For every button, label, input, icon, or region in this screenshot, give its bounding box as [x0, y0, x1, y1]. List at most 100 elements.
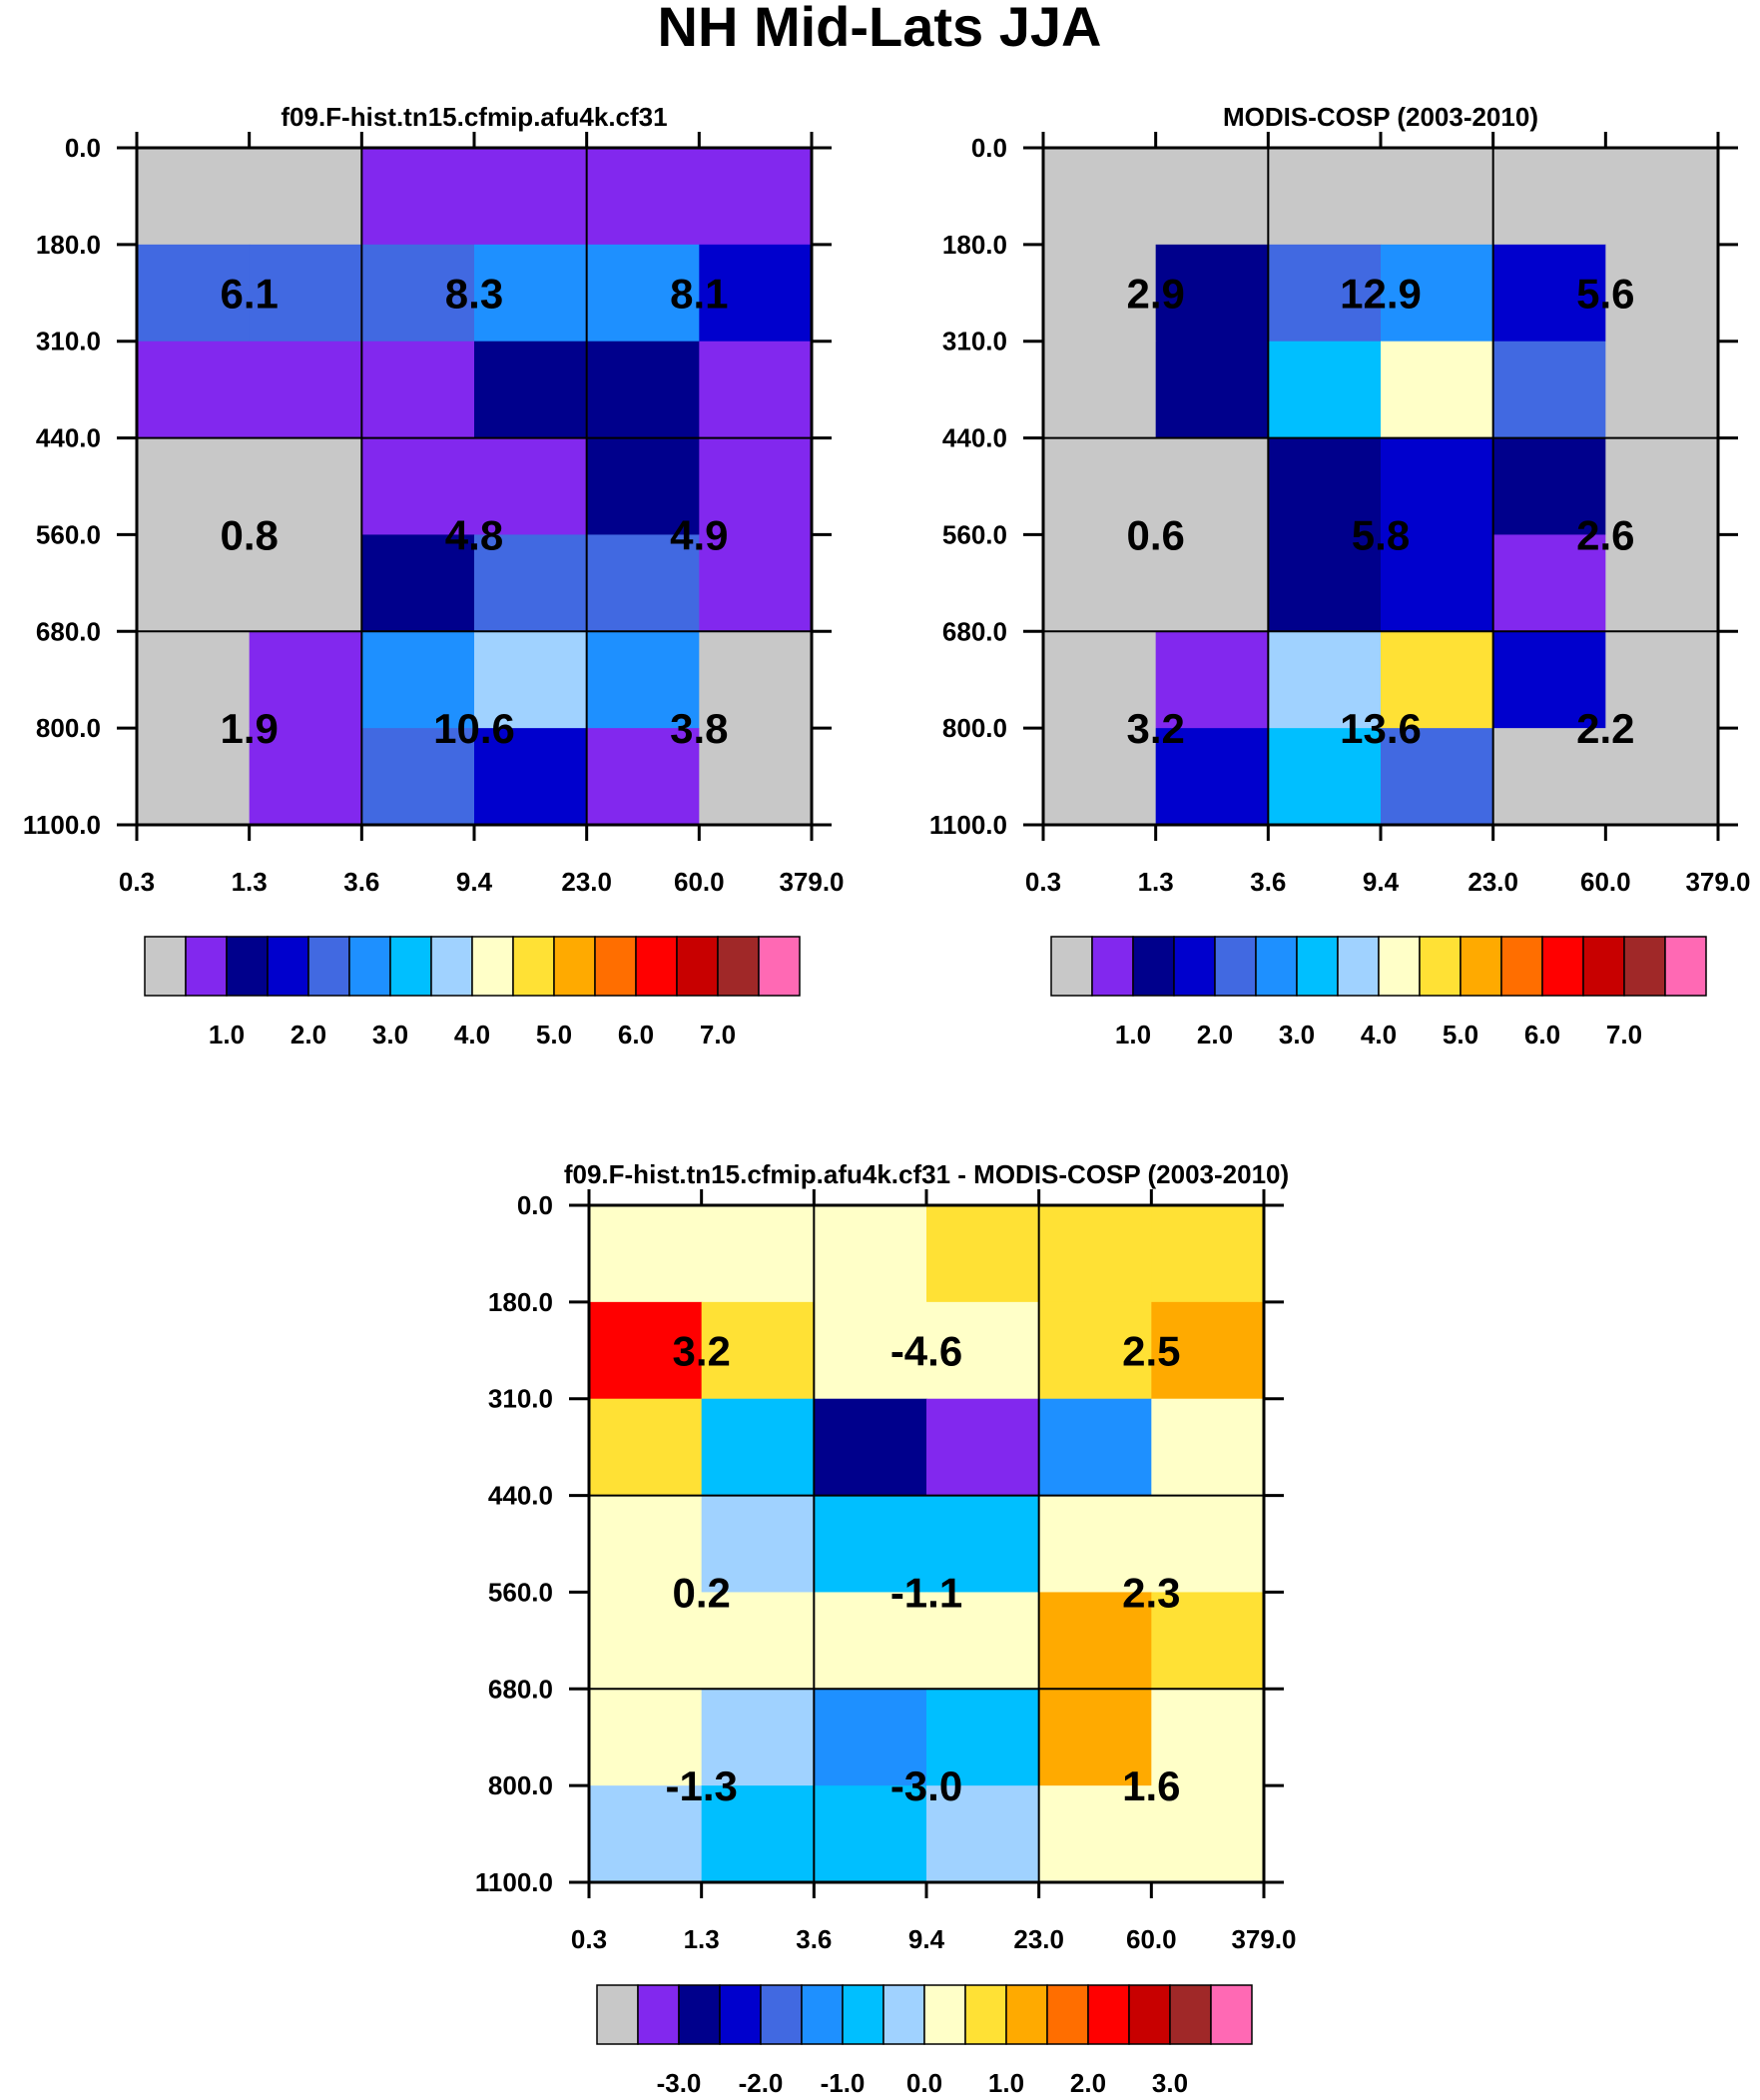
x-tick-label: 379.0 [1685, 867, 1750, 897]
legend-swatch [637, 1984, 680, 2045]
cell-r4-c4 [1038, 1592, 1152, 1690]
cell-r5-c4 [1492, 631, 1606, 729]
block-value-label: 3.2 [1126, 705, 1184, 752]
cell-r0-c5 [1151, 1205, 1265, 1303]
cell-r3-c5 [699, 437, 813, 536]
legend-swatch [267, 936, 309, 997]
legend-swatch [348, 936, 391, 997]
cell-r0-c3 [474, 148, 588, 246]
block-value-label: 5.8 [1352, 511, 1410, 558]
cell-r5-c5 [1151, 1689, 1265, 1786]
block-value-label: 2.3 [1122, 1569, 1180, 1616]
x-tick-label: 1.3 [1138, 867, 1174, 897]
x-tick-label: 379.0 [1231, 1924, 1296, 1954]
legend-tick-label: 6.0 [1524, 1020, 1560, 1050]
cell-r5-c2 [814, 1689, 927, 1786]
legend-swatch [1500, 936, 1543, 997]
cell-r1-c0 [137, 244, 251, 343]
cell-r5-c2 [361, 631, 475, 729]
legend-tick-label: 5.0 [536, 1020, 572, 1050]
panel-title: f09.F-hist.tn15.cfmip.afu4k.cf31 [281, 102, 667, 132]
cell-r2-c5 [1151, 1398, 1265, 1497]
cell-r4-c1 [1155, 534, 1269, 632]
cell-r4-c0 [1043, 534, 1157, 632]
x-tick-label: 3.6 [796, 1924, 832, 1954]
x-tick-label: 23.0 [1467, 867, 1518, 897]
cell-r4-c0 [137, 534, 251, 632]
block-value-label: 8.1 [670, 270, 728, 317]
legend-swatch [430, 936, 473, 997]
block-value-label: 1.6 [1122, 1762, 1180, 1809]
y-tick-label: 1100.0 [475, 1867, 553, 1897]
legend-swatch [760, 1984, 803, 2045]
legend-swatch [1460, 936, 1502, 997]
legend-tick-label: -1.0 [821, 2068, 866, 2098]
cell-r1-c0 [1043, 244, 1157, 343]
cell-r3-c2 [814, 1495, 927, 1594]
cell-r0-c1 [249, 148, 362, 246]
legend-tick-label: 0.0 [906, 2068, 942, 2098]
block-value-label: 4.9 [670, 511, 728, 558]
y-tick-label: 180.0 [942, 230, 1007, 260]
x-tick-label: 9.4 [908, 1924, 945, 1954]
cell-r3-c3 [1381, 437, 1494, 536]
cell-r4-c0 [589, 1592, 703, 1690]
cell-r3-c2 [1268, 437, 1382, 536]
legend-swatch [1132, 936, 1175, 997]
cell-r6-c4 [1492, 728, 1606, 826]
y-tick-label: 1100.0 [23, 810, 101, 840]
cell-r3-c1 [249, 437, 362, 536]
cell-r6-c4 [1038, 1785, 1152, 1883]
cell-r6-c1 [1155, 728, 1269, 826]
legend-swatch [1005, 1984, 1048, 2045]
block-value-label: 10.6 [433, 705, 515, 752]
legend-tick-label: 4.0 [1361, 1020, 1397, 1050]
cell-r5-c5 [1605, 631, 1719, 729]
x-tick-label: 60.0 [674, 867, 725, 897]
block-value-label: 2.5 [1122, 1327, 1180, 1374]
cell-r4-c4 [1492, 534, 1606, 632]
cell-r6-c1 [249, 728, 362, 826]
block-value-label: 4.8 [445, 511, 503, 558]
cell-r5-c3 [926, 1689, 1040, 1786]
legend-tick-label: 1.0 [988, 2068, 1024, 2098]
legend-swatch [185, 936, 228, 997]
panel-title: MODIS-COSP (2003-2010) [1223, 102, 1538, 132]
legend-tick-label: -3.0 [657, 2068, 702, 2098]
y-tick-label: 310.0 [488, 1384, 553, 1414]
cell-r2-c3 [1381, 341, 1494, 439]
x-tick-label: 0.3 [119, 867, 155, 897]
legend-swatch [1128, 1984, 1171, 2045]
legend-tick-label: 1.0 [1115, 1020, 1151, 1050]
cell-r5-c3 [1381, 631, 1494, 729]
cell-r0-c4 [1492, 148, 1606, 246]
legend-swatch [596, 1984, 639, 2045]
cell-r1-c1 [249, 244, 362, 343]
cell-r4-c5 [1151, 1592, 1265, 1690]
cell-r5-c5 [699, 631, 813, 729]
cell-r6-c5 [699, 728, 813, 826]
cell-r0-c0 [589, 1205, 703, 1303]
legend-swatch [1050, 936, 1093, 997]
y-tick-label: 800.0 [36, 713, 101, 743]
y-tick-label: 180.0 [488, 1287, 553, 1317]
legend-swatch [1255, 936, 1298, 997]
cell-r6-c1 [701, 1785, 815, 1883]
y-tick-label: 0.0 [971, 133, 1007, 163]
cell-r4-c3 [926, 1592, 1040, 1690]
legend-swatch [923, 1984, 966, 2045]
cell-r6-c3 [926, 1785, 1040, 1883]
legend-swatch [1091, 936, 1134, 997]
block-value-label: 1.9 [220, 705, 278, 752]
cell-r5-c1 [701, 1689, 815, 1786]
cell-r2-c1 [701, 1398, 815, 1497]
cell-r2-c3 [474, 341, 588, 439]
block-value-label: 0.8 [220, 511, 278, 558]
cell-r2-c4 [1492, 341, 1606, 439]
legend-swatch [1214, 936, 1257, 997]
legend-swatch [1419, 936, 1462, 997]
cell-r1-c5 [1151, 1301, 1265, 1400]
cell-r3-c5 [1151, 1495, 1265, 1594]
cell-r3-c4 [1038, 1495, 1152, 1594]
cell-r3-c3 [474, 437, 588, 536]
